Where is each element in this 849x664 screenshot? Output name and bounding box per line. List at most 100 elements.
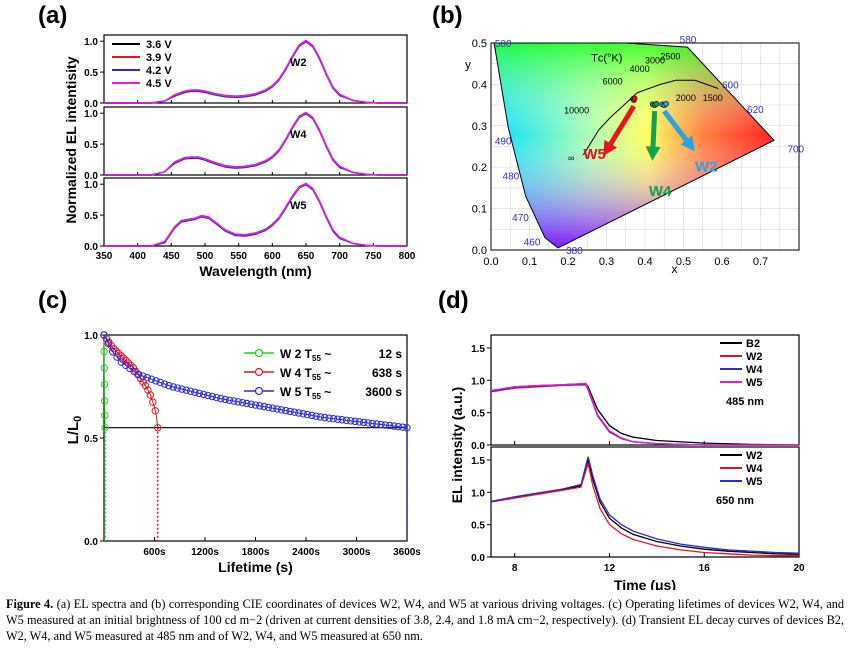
series-marker-W5: [230, 397, 238, 405]
x-tick-label: 700: [331, 251, 348, 262]
series-marker-W5: [282, 406, 290, 415]
legend-sub: 55: [312, 373, 321, 382]
series-marker-W4: [122, 356, 130, 365]
locus-label: 480: [503, 171, 520, 182]
series-marker-W5: [104, 339, 113, 348]
legend-sep: ~: [321, 385, 331, 399]
series-marker-W5: [234, 398, 242, 406]
series-marker-W5: [403, 424, 411, 432]
planck-title: Tᴄ(°K): [591, 53, 622, 65]
y-tick-label: 0.5: [472, 38, 487, 50]
y-tick-label: 0.5: [84, 140, 98, 151]
series-marker-W5: [139, 372, 147, 380]
y-tick-label: 0.0: [472, 245, 487, 257]
legend-marker: [254, 367, 264, 377]
panel-a: (a) 0.0 0.5 1.0 W2 0.0 0.5 1.0 W4 0.0 0.5 1.0 W5 350…: [0, 0, 420, 285]
wavelength-label: 485 nm: [726, 396, 764, 408]
x-tick-label: 0.6: [714, 256, 729, 268]
subplot-frame: [103, 177, 408, 247]
y-tick-label: 1.5: [471, 456, 485, 467]
series-marker-W5: [217, 394, 225, 403]
x-tick-label: 400: [129, 251, 146, 262]
subplot-frame: [103, 34, 408, 104]
x-tick-label: 20: [793, 563, 805, 574]
series-marker-W5: [199, 390, 208, 399]
series-marker-W5: [152, 377, 160, 385]
series-marker-W2: [101, 411, 109, 420]
y-tick-label: 0.5: [471, 521, 485, 532]
series-marker-W5: [385, 421, 394, 430]
legend-marker: [254, 386, 264, 396]
series-marker-W5: [273, 405, 281, 413]
legend-label: W 5 T55 ~: [280, 385, 331, 401]
series-marker-W2: [100, 364, 109, 372]
legend-label: W4: [746, 364, 763, 376]
x-tick-label: 750: [365, 251, 382, 262]
x-tick-label: 550: [230, 251, 247, 262]
locus-label: 460: [524, 238, 541, 249]
series-marker-W4: [153, 424, 162, 432]
series-marker-W5: [156, 378, 164, 387]
legend-label: W2: [746, 450, 763, 462]
series-line-W2: [490, 384, 799, 446]
series-marker-W5: [342, 416, 351, 424]
x-axis-label: Wavelength (nm): [199, 263, 311, 279]
y-tick-label: 0.5: [84, 68, 98, 79]
plot-frame: [490, 42, 800, 251]
series-marker-W5: [360, 418, 368, 427]
legend-label: W 2 T55 ~: [280, 347, 331, 363]
series-marker-W5: [147, 375, 156, 383]
x-tick-label: 1200s: [191, 547, 219, 558]
legend-label: W 4 T55 ~: [280, 366, 331, 382]
series-line-4.5V: [104, 182, 407, 247]
y-tick-label: 1.0: [84, 109, 98, 120]
subplot-label: W5: [290, 200, 307, 212]
series-marker-W2: [100, 380, 109, 389]
series-marker-W5: [329, 414, 338, 423]
series-marker-W5: [355, 418, 364, 426]
series-marker-W5: [351, 417, 359, 426]
series-marker-W5: [264, 403, 273, 412]
series-marker-W5: [165, 381, 173, 390]
y-tick-label: 0.0: [84, 537, 98, 548]
series-marker-W5: [113, 353, 121, 361]
y-tick-label: 0.1: [472, 204, 487, 216]
x-tick-label: 0.0: [483, 256, 498, 268]
series-marker-W5: [195, 389, 203, 398]
x-tick-label: 1800s: [242, 547, 270, 558]
cie-point-W2: [663, 101, 669, 107]
series-line-W5: [490, 382, 799, 446]
series-marker-W5: [182, 386, 190, 394]
locus-label: 500: [495, 39, 512, 50]
planck-label: 10000: [564, 105, 589, 115]
legend-label: 4.5 V: [146, 78, 172, 90]
cie-gamut-overlay: [492, 43, 774, 248]
series-marker-W5: [173, 384, 182, 392]
legend-value: 638 s: [372, 366, 402, 380]
series-marker-W5: [316, 413, 325, 421]
series-line-W4: [490, 463, 799, 557]
series-marker-W5: [325, 414, 333, 422]
legend-label: W2: [746, 351, 763, 363]
legend-name: W 2 T: [280, 347, 313, 361]
series-marker-W5: [160, 380, 169, 388]
locus-label: 380: [566, 246, 583, 257]
figure-caption: Figure 4. (a) EL spectra and (b) corresp…: [6, 596, 844, 644]
series-marker-W5: [277, 406, 286, 414]
legend-name: W 4 T: [280, 366, 313, 380]
series-marker-W5: [225, 396, 234, 404]
series-line-W4: [490, 383, 799, 446]
legend-label: 3.6 V: [146, 39, 172, 51]
y-axis-label: Normalized EL intentisity: [63, 56, 79, 223]
x-tick-label: 3600s: [393, 547, 420, 558]
series-marker-W5: [178, 385, 186, 393]
x-tick-label: 0.1: [522, 256, 537, 268]
y-tick-label: 0.5: [84, 434, 98, 445]
series-line-4.2V: [104, 183, 407, 247]
arrow-head-W5: [603, 139, 618, 156]
series-label-W5: W5: [583, 146, 606, 163]
wavelength-label: 650 nm: [716, 495, 754, 507]
x-axis-label: x: [672, 262, 678, 276]
panel-d-label: (d): [438, 287, 469, 314]
